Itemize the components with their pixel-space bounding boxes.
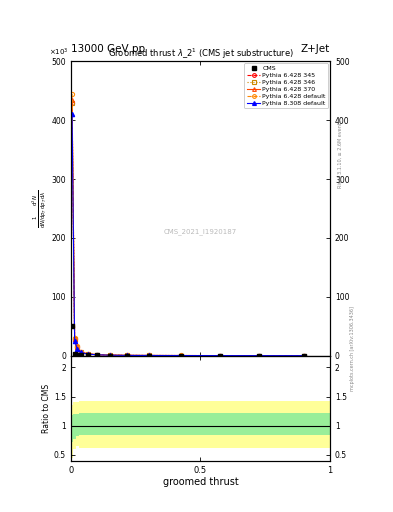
Line: CMS: CMS (70, 324, 307, 358)
Pythia 6.428 default (70, 91, 74, 97)
Title: Groomed thrust $\lambda\_2^1$ (CMS jet substructure): Groomed thrust $\lambda\_2^1$ (CMS jet s… (108, 47, 293, 61)
Pythia 6.428 370 (72, 335, 77, 342)
Pythia 6.428 default (124, 352, 129, 358)
Pythia 6.428 345 (218, 353, 222, 359)
Legend: CMS, Pythia 6.428 345, Pythia 6.428 346, Pythia 6.428 370, Pythia 6.428 default,: CMS, Pythia 6.428 345, Pythia 6.428 346,… (244, 63, 328, 109)
Pythia 6.428 345 (107, 352, 112, 358)
Pythia 6.428 370 (218, 352, 222, 358)
Pythia 6.428 370 (85, 351, 90, 357)
Pythia 6.428 default (85, 351, 90, 357)
Pythia 6.428 345 (72, 336, 77, 343)
CMS (75, 352, 79, 358)
Pythia 8.308 default (79, 349, 83, 355)
Text: Rivet 3.1.10, ≥ 2.6M events: Rivet 3.1.10, ≥ 2.6M events (338, 119, 343, 188)
CMS (85, 352, 90, 358)
Pythia 8.308 default (75, 346, 79, 352)
Pythia 6.428 default (75, 343, 79, 349)
Pythia 6.428 370 (124, 352, 129, 358)
Pythia 6.428 default (79, 349, 83, 355)
Pythia 6.428 default (72, 335, 77, 341)
Pythia 6.428 345 (178, 352, 183, 358)
Pythia 8.308 default (72, 338, 77, 344)
Pythia 6.428 default (107, 352, 112, 358)
Pythia 8.308 default (85, 351, 90, 357)
Pythia 6.428 default (256, 353, 261, 359)
Pythia 6.428 346 (85, 351, 90, 357)
Text: CMS_2021_I1920187: CMS_2021_I1920187 (164, 229, 237, 236)
Line: Pythia 6.428 370: Pythia 6.428 370 (70, 98, 306, 358)
Pythia 8.308 default (218, 353, 222, 359)
CMS (72, 351, 77, 357)
Text: mcplots.cern.ch [arXiv:1306.3436]: mcplots.cern.ch [arXiv:1306.3436] (350, 306, 355, 391)
Pythia 6.428 345 (302, 353, 307, 359)
Pythia 6.428 default (178, 352, 183, 358)
Pythia 6.428 default (302, 353, 307, 359)
Pythia 6.428 370 (79, 349, 83, 355)
Text: $\times10^3$: $\times10^3$ (49, 47, 68, 58)
Pythia 8.308 default (124, 352, 129, 358)
Pythia 8.308 default (302, 353, 307, 359)
CMS (178, 353, 183, 359)
Pythia 6.428 370 (178, 352, 183, 358)
CMS (146, 353, 151, 359)
Pythia 6.428 345 (79, 349, 83, 355)
Pythia 8.308 default (94, 352, 99, 358)
CMS (124, 353, 129, 359)
Pythia 6.428 345 (94, 352, 99, 358)
CMS (218, 353, 222, 359)
Pythia 6.428 370 (107, 352, 112, 358)
Pythia 6.428 346 (79, 349, 83, 355)
Pythia 6.428 346 (218, 353, 222, 359)
Pythia 8.308 default (107, 352, 112, 358)
Pythia 6.428 346 (107, 352, 112, 358)
Pythia 8.308 default (70, 111, 74, 117)
Pythia 6.428 346 (178, 352, 183, 358)
CMS (107, 352, 112, 358)
Line: Pythia 8.308 default: Pythia 8.308 default (70, 112, 306, 358)
Pythia 8.308 default (178, 352, 183, 358)
Pythia 6.428 370 (94, 352, 99, 358)
Text: Z+Jet: Z+Jet (301, 44, 330, 54)
CMS (94, 352, 99, 358)
CMS (256, 353, 261, 359)
Pythia 6.428 345 (70, 99, 74, 105)
Pythia 6.428 346 (72, 336, 77, 343)
Pythia 6.428 370 (75, 344, 79, 350)
Pythia 6.428 345 (256, 353, 261, 359)
Line: Pythia 6.428 default: Pythia 6.428 default (70, 92, 306, 358)
Pythia 6.428 346 (70, 99, 74, 105)
Y-axis label: $\frac{1}{\mathrm{d}N/\mathrm{d}p_T}\frac{\mathrm{d}^2N}{\mathrm{d}p_T\,\mathrm{: $\frac{1}{\mathrm{d}N/\mathrm{d}p_T}\fra… (31, 189, 48, 227)
Line: Pythia 6.428 345: Pythia 6.428 345 (70, 100, 306, 358)
X-axis label: groomed thrust: groomed thrust (163, 477, 238, 487)
Pythia 6.428 default (94, 351, 99, 357)
Pythia 6.428 370 (256, 353, 261, 359)
Pythia 6.428 346 (256, 353, 261, 359)
Pythia 6.428 default (218, 352, 222, 358)
Pythia 6.428 370 (70, 97, 74, 103)
Pythia 6.428 345 (146, 352, 151, 358)
Pythia 6.428 346 (94, 352, 99, 358)
Line: Pythia 6.428 346: Pythia 6.428 346 (70, 100, 306, 358)
CMS (302, 353, 307, 359)
Pythia 6.428 346 (124, 352, 129, 358)
CMS (79, 352, 83, 358)
Pythia 8.308 default (146, 352, 151, 358)
CMS (70, 323, 74, 329)
Pythia 6.428 345 (75, 345, 79, 351)
Pythia 6.428 346 (302, 353, 307, 359)
Pythia 6.428 345 (124, 352, 129, 358)
Pythia 6.428 346 (75, 345, 79, 351)
Pythia 6.428 346 (146, 352, 151, 358)
Pythia 6.428 345 (85, 351, 90, 357)
Pythia 8.308 default (256, 353, 261, 359)
Y-axis label: Ratio to CMS: Ratio to CMS (42, 383, 51, 433)
Pythia 6.428 370 (302, 353, 307, 359)
Pythia 6.428 370 (146, 352, 151, 358)
Pythia 6.428 default (146, 352, 151, 358)
Text: 13000 GeV pp: 13000 GeV pp (71, 44, 145, 54)
